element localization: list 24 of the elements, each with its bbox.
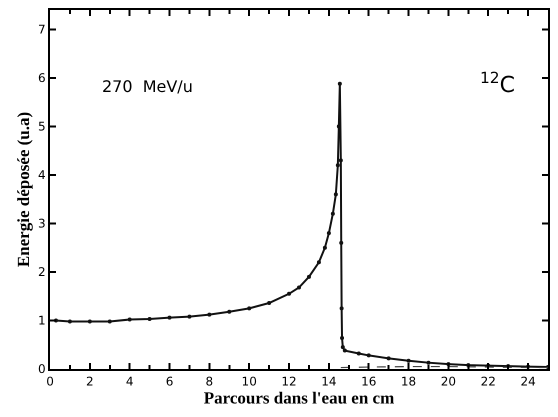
x-axis-title: Parcours dans l'eau en cm: [204, 388, 394, 408]
y-tick-label: 4: [38, 168, 46, 182]
x-tick-label: 8: [206, 374, 214, 388]
y-tick-label: 5: [38, 120, 46, 134]
y-axis-title: Energie déposée (u.a): [14, 112, 34, 268]
x-tick-label: 16: [361, 374, 376, 388]
annotation: 270 MeV/u: [102, 77, 193, 96]
y-tick-label: 3: [38, 216, 46, 231]
y-tick-label: 7: [38, 22, 46, 37]
annotation: $^{12}$C: [480, 69, 515, 98]
y-tick-label: 1: [38, 314, 46, 328]
x-tick-label: 10: [242, 374, 257, 388]
y-tick-label: 6: [38, 71, 46, 86]
x-tick-label: 18: [400, 374, 416, 388]
x-tick-label: 2: [86, 374, 94, 388]
x-tick-label: 22: [480, 374, 496, 388]
y-tick-label: 0: [38, 362, 46, 376]
x-tick-label: 24: [520, 374, 536, 388]
x-tick-label: 20: [440, 374, 456, 388]
x-tick-label: 4: [126, 374, 134, 388]
y-tick-label: 2: [38, 265, 46, 280]
x-tick-label: 14: [321, 374, 337, 388]
x-tick-label: 12: [281, 374, 297, 388]
x-tick-label: 6: [166, 374, 174, 388]
